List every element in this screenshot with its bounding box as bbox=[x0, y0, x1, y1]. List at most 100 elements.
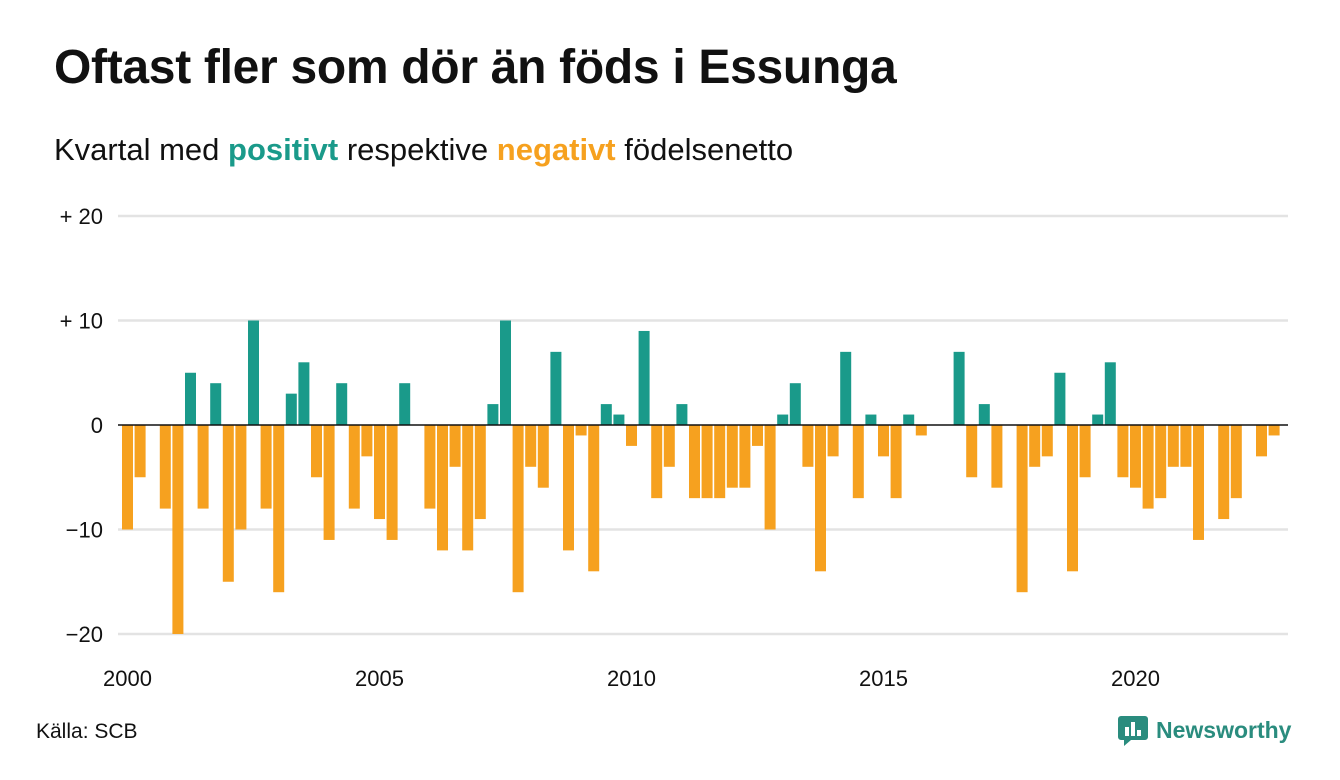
bar-positive bbox=[550, 351, 562, 425]
bar-positive bbox=[500, 320, 511, 425]
bar-positive bbox=[676, 404, 688, 425]
x-axis-labels: 2000 2005 2010 2015 2020 bbox=[103, 666, 1160, 691]
bar-negative bbox=[537, 425, 549, 488]
bar-positive bbox=[777, 414, 789, 425]
subtitle-prefix: Kvartal med bbox=[54, 132, 229, 167]
bar-negative bbox=[1256, 425, 1267, 457]
bar-negative bbox=[437, 425, 448, 551]
bar-positive bbox=[865, 414, 877, 425]
subtitle-middle: respektive bbox=[338, 132, 497, 167]
bar-positive bbox=[248, 320, 259, 425]
bar-positive bbox=[840, 351, 852, 425]
bar-negative bbox=[134, 425, 146, 478]
bar-positive bbox=[613, 414, 625, 425]
bar-negative bbox=[726, 425, 738, 488]
bar-negative bbox=[1041, 425, 1053, 457]
bar-negative bbox=[915, 425, 927, 436]
bar-negative bbox=[512, 425, 524, 593]
bar-negative bbox=[991, 425, 1003, 488]
bar-negative bbox=[222, 425, 234, 582]
bar-positive bbox=[487, 404, 499, 425]
bar-negative bbox=[626, 425, 637, 446]
bar-negative bbox=[815, 425, 826, 572]
brand: Newsworthy bbox=[1118, 714, 1291, 746]
subtitle-positive: positivt bbox=[228, 132, 339, 167]
bar-negative bbox=[752, 425, 763, 446]
bar-negative bbox=[386, 425, 398, 540]
bar-negative bbox=[260, 425, 272, 509]
y-tick-label: + 20 bbox=[60, 204, 103, 229]
x-tick-label: 2020 bbox=[1111, 666, 1160, 691]
x-tick-label: 2000 bbox=[103, 666, 152, 691]
bar-negative bbox=[966, 425, 978, 478]
bar-negative bbox=[462, 425, 474, 551]
bar-negative bbox=[852, 425, 864, 499]
bar-positive bbox=[1104, 362, 1116, 425]
bar-positive bbox=[298, 362, 310, 425]
bar-positive bbox=[336, 383, 348, 425]
x-tick-label: 2010 bbox=[607, 666, 656, 691]
y-tick-label: −10 bbox=[66, 518, 103, 543]
bar-negative bbox=[588, 425, 600, 572]
bar-positive bbox=[185, 372, 196, 425]
brand-name: Newsworthy bbox=[1156, 716, 1292, 743]
bar-negative bbox=[689, 425, 700, 499]
y-axis-labels: + 20 + 10 0 −10 −20 bbox=[60, 204, 103, 647]
newsworthy-logo-icon bbox=[1118, 716, 1148, 746]
bar-negative bbox=[563, 425, 574, 551]
bar-negative bbox=[311, 425, 322, 478]
bar-positive bbox=[789, 383, 801, 425]
bar-negative bbox=[348, 425, 360, 509]
bar-negative bbox=[1167, 425, 1179, 467]
bar-negative bbox=[159, 425, 171, 509]
bar-negative bbox=[739, 425, 751, 488]
bar-positive bbox=[210, 383, 222, 425]
source-note: Källa: SCB bbox=[36, 720, 138, 743]
bar-negative bbox=[1268, 425, 1280, 436]
bar-positive bbox=[399, 383, 411, 425]
bar-positive bbox=[978, 404, 990, 425]
bar-negative bbox=[323, 425, 335, 540]
bars bbox=[122, 320, 1280, 634]
bar-negative bbox=[197, 425, 209, 509]
bar-negative bbox=[1193, 425, 1204, 540]
bar-negative bbox=[525, 425, 537, 467]
grid-lines bbox=[118, 214, 1288, 636]
bar-negative bbox=[374, 425, 385, 520]
bar-positive bbox=[903, 414, 915, 425]
bar-negative bbox=[890, 425, 902, 499]
x-tick-label: 2005 bbox=[355, 666, 404, 691]
bar-negative bbox=[827, 425, 839, 457]
subtitle-negative: negativt bbox=[496, 132, 616, 167]
bar-positive bbox=[600, 404, 612, 425]
bar-negative bbox=[651, 425, 663, 499]
bar-negative bbox=[1218, 425, 1230, 520]
bar-negative bbox=[714, 425, 726, 499]
bar-negative bbox=[575, 425, 587, 436]
bar-positive bbox=[1054, 372, 1066, 425]
bar-negative bbox=[424, 425, 436, 509]
bar-negative bbox=[701, 425, 713, 499]
bar-negative bbox=[1155, 425, 1167, 499]
bar-negative bbox=[474, 425, 486, 520]
bar-negative bbox=[1230, 425, 1242, 499]
bar-negative bbox=[235, 425, 247, 530]
subtitle-suffix: födelsenetto bbox=[615, 132, 794, 167]
bar-negative bbox=[172, 425, 184, 634]
bar-negative bbox=[1016, 425, 1028, 593]
y-tick-label: + 10 bbox=[60, 309, 103, 334]
bar-positive bbox=[1092, 414, 1104, 425]
bar-negative bbox=[802, 425, 814, 467]
bar-positive bbox=[285, 393, 297, 425]
bar-negative bbox=[878, 425, 889, 457]
y-tick-label: −20 bbox=[66, 622, 103, 647]
bar-negative bbox=[663, 425, 675, 467]
bar-negative bbox=[273, 425, 285, 593]
bar-negative bbox=[1067, 425, 1078, 572]
y-tick-label: 0 bbox=[91, 413, 103, 438]
bar-positive bbox=[953, 351, 965, 425]
bar-negative bbox=[122, 425, 133, 530]
bar-negative bbox=[1079, 425, 1091, 478]
x-tick-label: 2015 bbox=[859, 666, 908, 691]
